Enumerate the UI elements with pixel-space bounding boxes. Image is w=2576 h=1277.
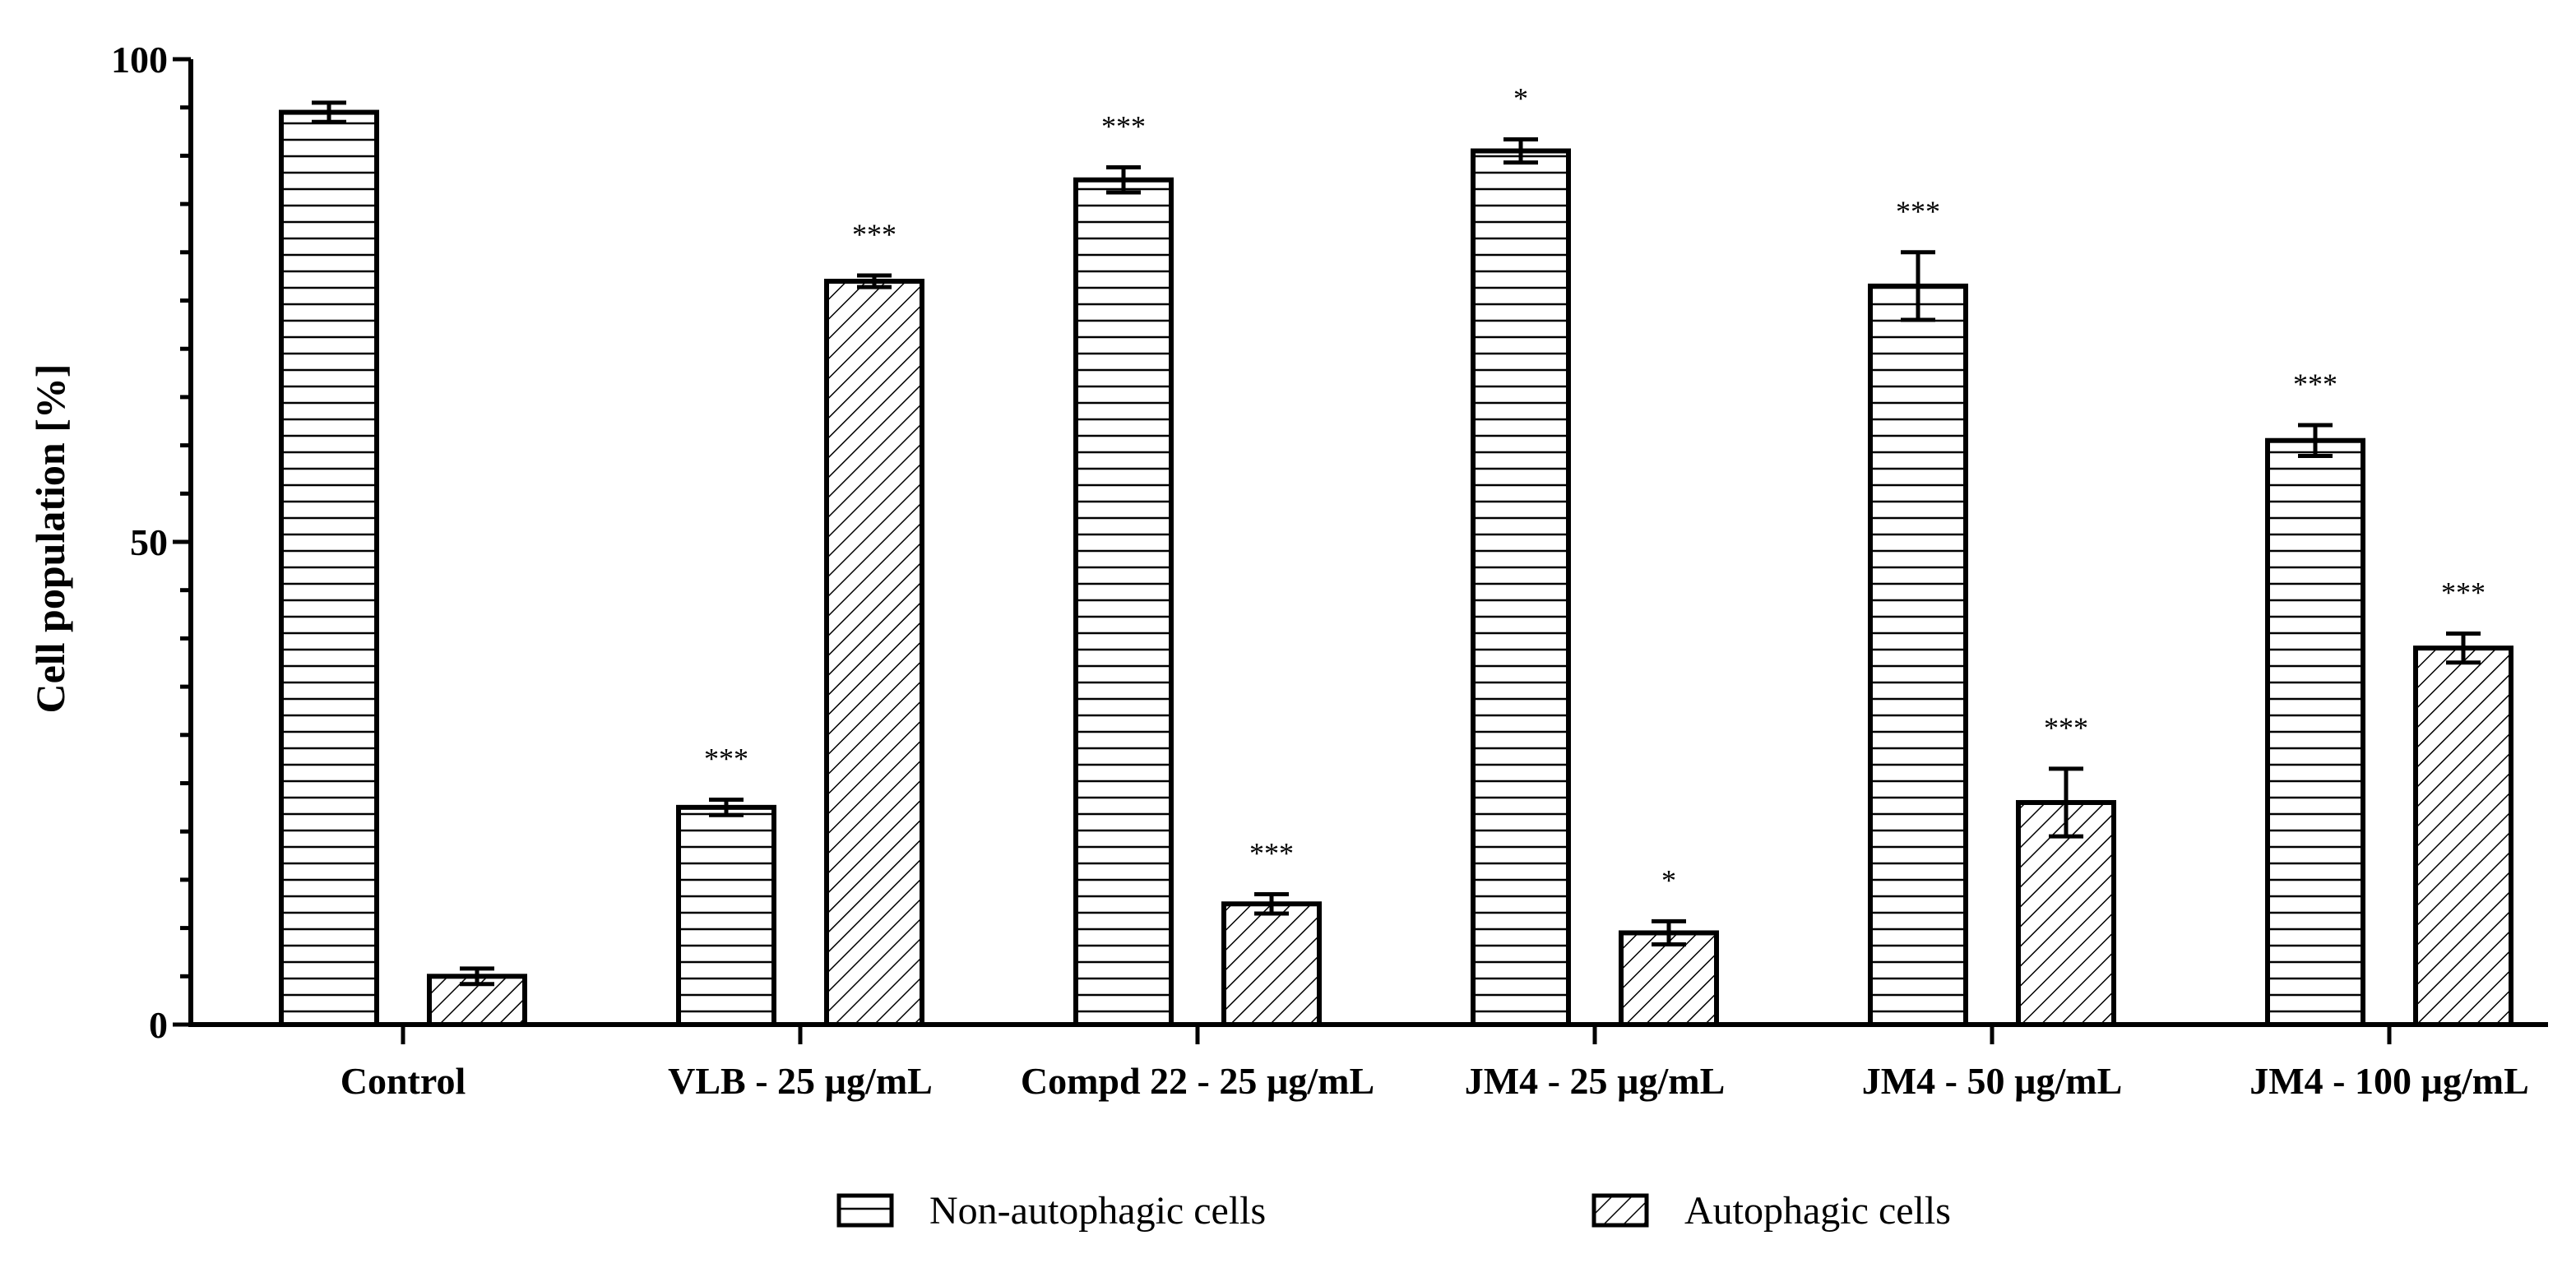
significance-label: * [1661,863,1676,896]
y-axis-label: Cell population [%] [27,363,73,713]
significance-label: *** [1101,109,1146,142]
legend-swatch-non-autophagic [836,1193,894,1228]
bar-autophagic [1221,901,1322,1027]
bar-non-autophagic [676,804,776,1027]
y-tick-label: 100 [111,39,168,81]
significance-label: *** [1249,837,1294,870]
significance-label: * [1513,81,1528,114]
legend-label-non-autophagic: Non-autophagic cells [929,1189,1266,1233]
y-tick-label: 0 [149,1004,168,1046]
legend: Non-autophagic cells Autophagic cells [836,1189,1951,1233]
legend-swatch-autophagic [1591,1193,1649,1228]
significance-label: *** [852,218,897,251]
bar-autophagic [824,279,924,1027]
bar-autophagic [1619,930,1719,1027]
bar-non-autophagic [1471,148,1571,1027]
significance-label: *** [2044,711,2088,744]
bar-non-autophagic [1073,177,1174,1027]
bar-non-autophagic [2265,437,2365,1027]
significance-label: *** [2441,576,2486,609]
bar-non-autophagic [1868,283,1968,1027]
x-tick-label: JM4 - 100 µg/mL [2249,1060,2529,1102]
x-tick-label: VLB - 25 µg/mL [668,1060,933,1102]
bar-autophagic [2413,645,2513,1027]
x-tick-label: JM4 - 25 µg/mL [1465,1060,1726,1102]
x-tick-label: Control [341,1060,466,1102]
x-tick-label: JM4 - 50 µg/mL [1862,1060,2123,1102]
bar-non-autophagic [279,109,379,1028]
x-tick-label: Compd 22 - 25 µg/mL [1021,1060,1374,1102]
legend-label-autophagic: Autophagic cells [1684,1189,1951,1233]
significance-label: *** [2293,368,2337,400]
plot-area: 0 50 100 Control VLB - 25 µg/mL *** *** Compd 2… [111,39,2548,1102]
significance-label: *** [704,742,748,775]
y-tick-label: 50 [130,521,168,563]
significance-label: *** [1896,195,1940,228]
